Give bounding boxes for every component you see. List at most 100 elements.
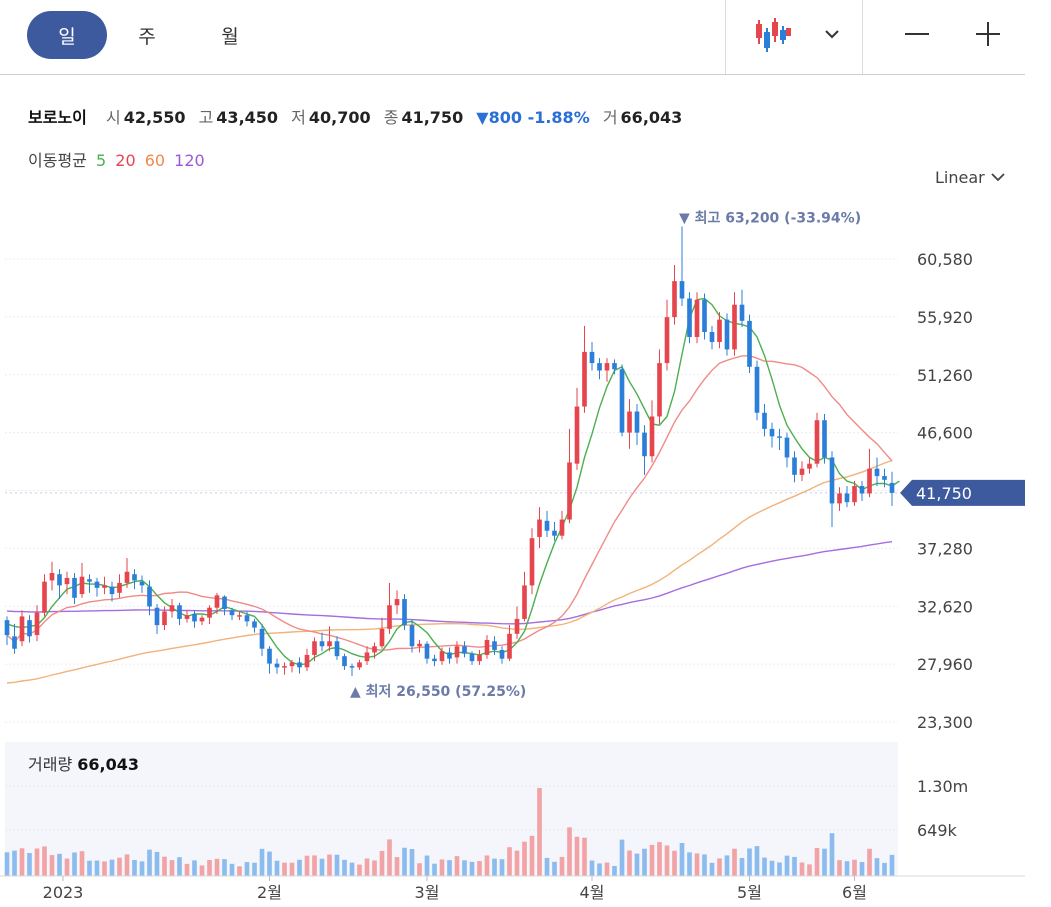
volume-bar [852, 859, 857, 876]
volume-bar [477, 861, 482, 876]
candle [79, 563, 85, 598]
zoom-out-icon[interactable] [897, 12, 937, 56]
candle [27, 615, 32, 643]
candle-body [679, 281, 685, 299]
period-day-button[interactable]: 일 [27, 11, 107, 59]
candle-body [574, 406, 580, 464]
volume-bar [732, 848, 737, 876]
scale-dropdown[interactable]: Linear [935, 168, 1005, 187]
candle-body [514, 618, 520, 634]
candle [357, 659, 362, 670]
candle-body [207, 607, 212, 618]
candle-body [162, 611, 167, 626]
volume-bar [604, 862, 610, 876]
volume-bar [229, 863, 235, 876]
volume-label: 거 [602, 108, 618, 127]
volume-bar [529, 835, 535, 876]
candle [237, 611, 242, 621]
candle-body [109, 586, 115, 595]
candle [589, 341, 595, 371]
candle [469, 651, 475, 665]
candle-body [27, 620, 32, 637]
volume-bar [49, 855, 55, 876]
candle-body [372, 646, 377, 653]
candle-body [297, 662, 302, 668]
candle-body [342, 656, 347, 667]
candlestick-chart-icon[interactable] [752, 12, 792, 56]
volume-bar [244, 862, 250, 876]
candle-body [79, 576, 85, 595]
chevron-down-icon[interactable] [812, 12, 852, 56]
volume-bar [349, 862, 355, 876]
y-tick-label: 41,940 [917, 482, 973, 501]
volume-bar [64, 858, 70, 876]
candle-body [747, 320, 752, 367]
candle [244, 611, 250, 627]
volume-title-value: 66,043 [77, 755, 140, 774]
period-month-button[interactable]: 월 [221, 25, 239, 48]
volume-bar [147, 849, 152, 876]
candle [717, 312, 722, 349]
candle [372, 642, 377, 659]
candle-body [409, 625, 415, 647]
candle [312, 637, 317, 662]
period-week-button[interactable]: 주 [138, 25, 156, 48]
volume-bar [439, 859, 445, 876]
candle-body [777, 436, 782, 438]
volume-bar [889, 854, 895, 876]
volume-bar [717, 858, 722, 876]
candle [799, 461, 805, 482]
candle [424, 641, 430, 664]
volume-bar [387, 839, 392, 876]
volume-bar [859, 862, 865, 876]
volume-bar [462, 860, 467, 876]
volume-bar [169, 860, 175, 876]
candle-body [334, 641, 340, 657]
candle [139, 575, 145, 593]
candle-body [837, 493, 842, 504]
y-axis: 60,580 55,920 51,260 46,600 41,940 37,280 32,6… [917, 250, 973, 840]
candle [657, 349, 662, 424]
volume-bar [259, 848, 265, 876]
candle [147, 580, 152, 616]
candle [462, 641, 467, 658]
candle-body [507, 633, 512, 659]
y-tick-label: 60,580 [917, 250, 973, 269]
candle [267, 646, 272, 674]
volume-bar [814, 847, 820, 876]
volume-bar [327, 854, 332, 876]
ma120-legend: 120 [174, 151, 205, 170]
open-label: 시 [105, 108, 121, 127]
x-tick-label: 2월 [257, 883, 282, 902]
candle [229, 607, 235, 621]
y-tick-label: 23,300 [917, 713, 973, 732]
volume-bar [544, 857, 550, 876]
candle-body [402, 599, 407, 626]
volume-bar [124, 854, 130, 876]
candle [162, 606, 167, 631]
volume-bar [672, 850, 677, 876]
volume-bar [94, 860, 100, 876]
candle [154, 604, 160, 634]
x-tick-label: 6월 [842, 883, 867, 902]
candle [784, 432, 790, 468]
zoom-in-icon[interactable] [968, 12, 1008, 56]
candle-body [537, 519, 542, 537]
volume-bar [522, 841, 527, 876]
candle [792, 451, 797, 483]
ma5-line [6, 297, 900, 666]
ma-legend: 이동평균 5 20 60 120 [28, 147, 209, 171]
candle-body [417, 643, 422, 647]
candle [867, 448, 872, 498]
low-value: 40,700 [308, 108, 371, 127]
volume-bar [139, 861, 145, 876]
stock-name: 보로노이 [28, 108, 87, 127]
candle [582, 325, 587, 413]
volume-bar [184, 863, 190, 876]
quote-summary: 보로노이 시 42,550 고 43,450 저 40,700 종 41,750 ▼80… [28, 104, 690, 128]
volume-title-label: 거래량 [28, 755, 73, 774]
volume-bar [72, 852, 77, 876]
candle [207, 605, 212, 624]
volume-bar [222, 859, 227, 876]
